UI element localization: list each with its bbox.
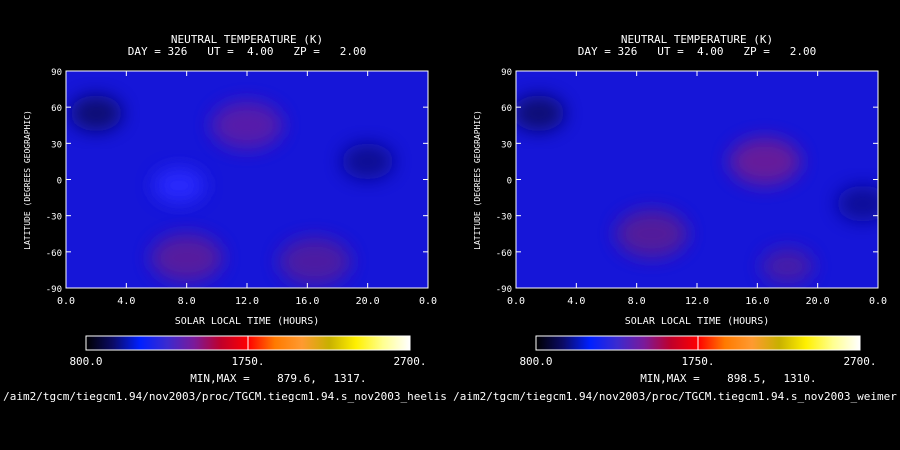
panel-left: NEUTRAL TEMPERATURE (K) DAY = 326 UT = 4… (23, 33, 437, 385)
heatmap-feature-3 (153, 167, 206, 204)
panel-right: NEUTRAL TEMPERATURE (K) DAY = 326 UT = 4… (473, 33, 887, 385)
min-value: 898.5, (727, 372, 767, 385)
y-tick-label: 90 (51, 68, 62, 78)
x-tick-label: 8.0 (178, 296, 196, 307)
y-tick-label: 60 (51, 104, 62, 114)
heatmap-feature-3 (516, 95, 565, 132)
axis-ticks: 0.0 4.0 8.0 12.0 16.0 20.0 0.0 90 60 30 0 -30 -60 -90 (46, 68, 437, 307)
x-tick-label: 0.0 (507, 296, 525, 307)
x-axis-label: SOLAR LOCAL TIME (HOURS) (625, 316, 770, 327)
heatmap-feature-4 (70, 95, 123, 132)
y-tick-label: 60 (501, 104, 512, 114)
colorbar-tick-label: 1750. (231, 355, 264, 368)
y-tick-label: -90 (46, 285, 62, 295)
heatmap-features (516, 95, 878, 285)
y-tick-label: -30 (496, 213, 512, 223)
x-tick-label: 8.0 (628, 296, 646, 307)
x-tick-label: 20.0 (356, 296, 380, 307)
heatmap-features (70, 95, 394, 286)
heatmap-feature-2 (761, 248, 814, 285)
minmax-label: MIN,MAX = (190, 372, 250, 385)
chart-subtitle: DAY = 326 UT = 4.00 ZP = 2.00 (128, 45, 366, 58)
colorbar-tick-label: 2700. (393, 355, 426, 368)
x-tick-label: 20.0 (806, 296, 830, 307)
heatmap-plot: 0.0 4.0 8.0 12.0 16.0 20.0 0.0 90 60 30 0 -30 -60 -90 (46, 68, 437, 307)
plot-area (516, 71, 878, 288)
x-tick-label: 4.0 (567, 296, 585, 307)
y-tick-label: 0 (507, 177, 512, 187)
colorbar-tick-label: 800.0 (69, 355, 102, 368)
heatmap-feature-1 (150, 233, 223, 282)
max-value: 1310. (783, 372, 816, 385)
x-tick-label: 4.0 (117, 296, 135, 307)
y-tick-label: 90 (501, 68, 512, 78)
heatmap-feature-4 (836, 185, 878, 222)
file-path-right: /aim2/tgcm/tiegcm1.94/nov2003/proc/TGCM.… (453, 390, 897, 403)
colorbar-tick-label: 800.0 (519, 355, 552, 368)
heatmap-feature-0 (211, 101, 283, 150)
colorbar: 800.0 1750. 2700. (519, 335, 877, 368)
max-value: 1317. (333, 372, 366, 385)
y-tick-label: 30 (501, 140, 512, 150)
chart-subtitle: DAY = 326 UT = 4.00 ZP = 2.00 (578, 45, 816, 58)
x-tick-label: 12.0 (685, 296, 709, 307)
heatmap-feature-2 (278, 237, 351, 286)
colorbar: 800.0 1750. 2700. (69, 335, 427, 368)
x-tick-label: 0.0 (869, 296, 887, 307)
minmax-label: MIN,MAX = (640, 372, 700, 385)
y-tick-label: 30 (51, 140, 62, 150)
x-tick-label: 16.0 (295, 296, 319, 307)
y-tick-label: -60 (46, 249, 62, 259)
file-path-left: /aim2/tgcm/tiegcm1.94/nov2003/proc/TGCM.… (3, 390, 447, 403)
heatmap-feature-1 (615, 209, 688, 258)
heatmap-plot: 0.0 4.0 8.0 12.0 16.0 20.0 0.0 90 60 30 0 -30 -60 -90 (496, 68, 887, 307)
x-tick-label: 0.0 (419, 296, 437, 307)
y-tick-label: -30 (46, 213, 62, 223)
x-tick-label: 16.0 (745, 296, 769, 307)
min-value: 879.6, (277, 372, 317, 385)
x-tick-label: 12.0 (235, 296, 259, 307)
chart-title: NEUTRAL TEMPERATURE (K) (621, 33, 773, 46)
x-tick-label: 0.0 (57, 296, 75, 307)
y-axis-label: LATITUDE (DEGREES GEOGRAPHIC) (473, 110, 482, 250)
heatmap-feature-5 (341, 143, 394, 180)
x-axis-label: SOLAR LOCAL TIME (HOURS) (175, 316, 320, 327)
heatmap-feature-0 (728, 137, 801, 186)
y-tick-label: -90 (496, 285, 512, 295)
axis-ticks: 0.0 4.0 8.0 12.0 16.0 20.0 0.0 90 60 30 0 -30 -60 -90 (496, 68, 887, 307)
chart-title: NEUTRAL TEMPERATURE (K) (171, 33, 323, 46)
colorbar-tick-label: 1750. (681, 355, 714, 368)
y-tick-label: 0 (57, 177, 62, 187)
colorbar-tick-label: 2700. (843, 355, 876, 368)
y-tick-label: -60 (496, 249, 512, 259)
y-axis-label: LATITUDE (DEGREES GEOGRAPHIC) (23, 110, 32, 250)
